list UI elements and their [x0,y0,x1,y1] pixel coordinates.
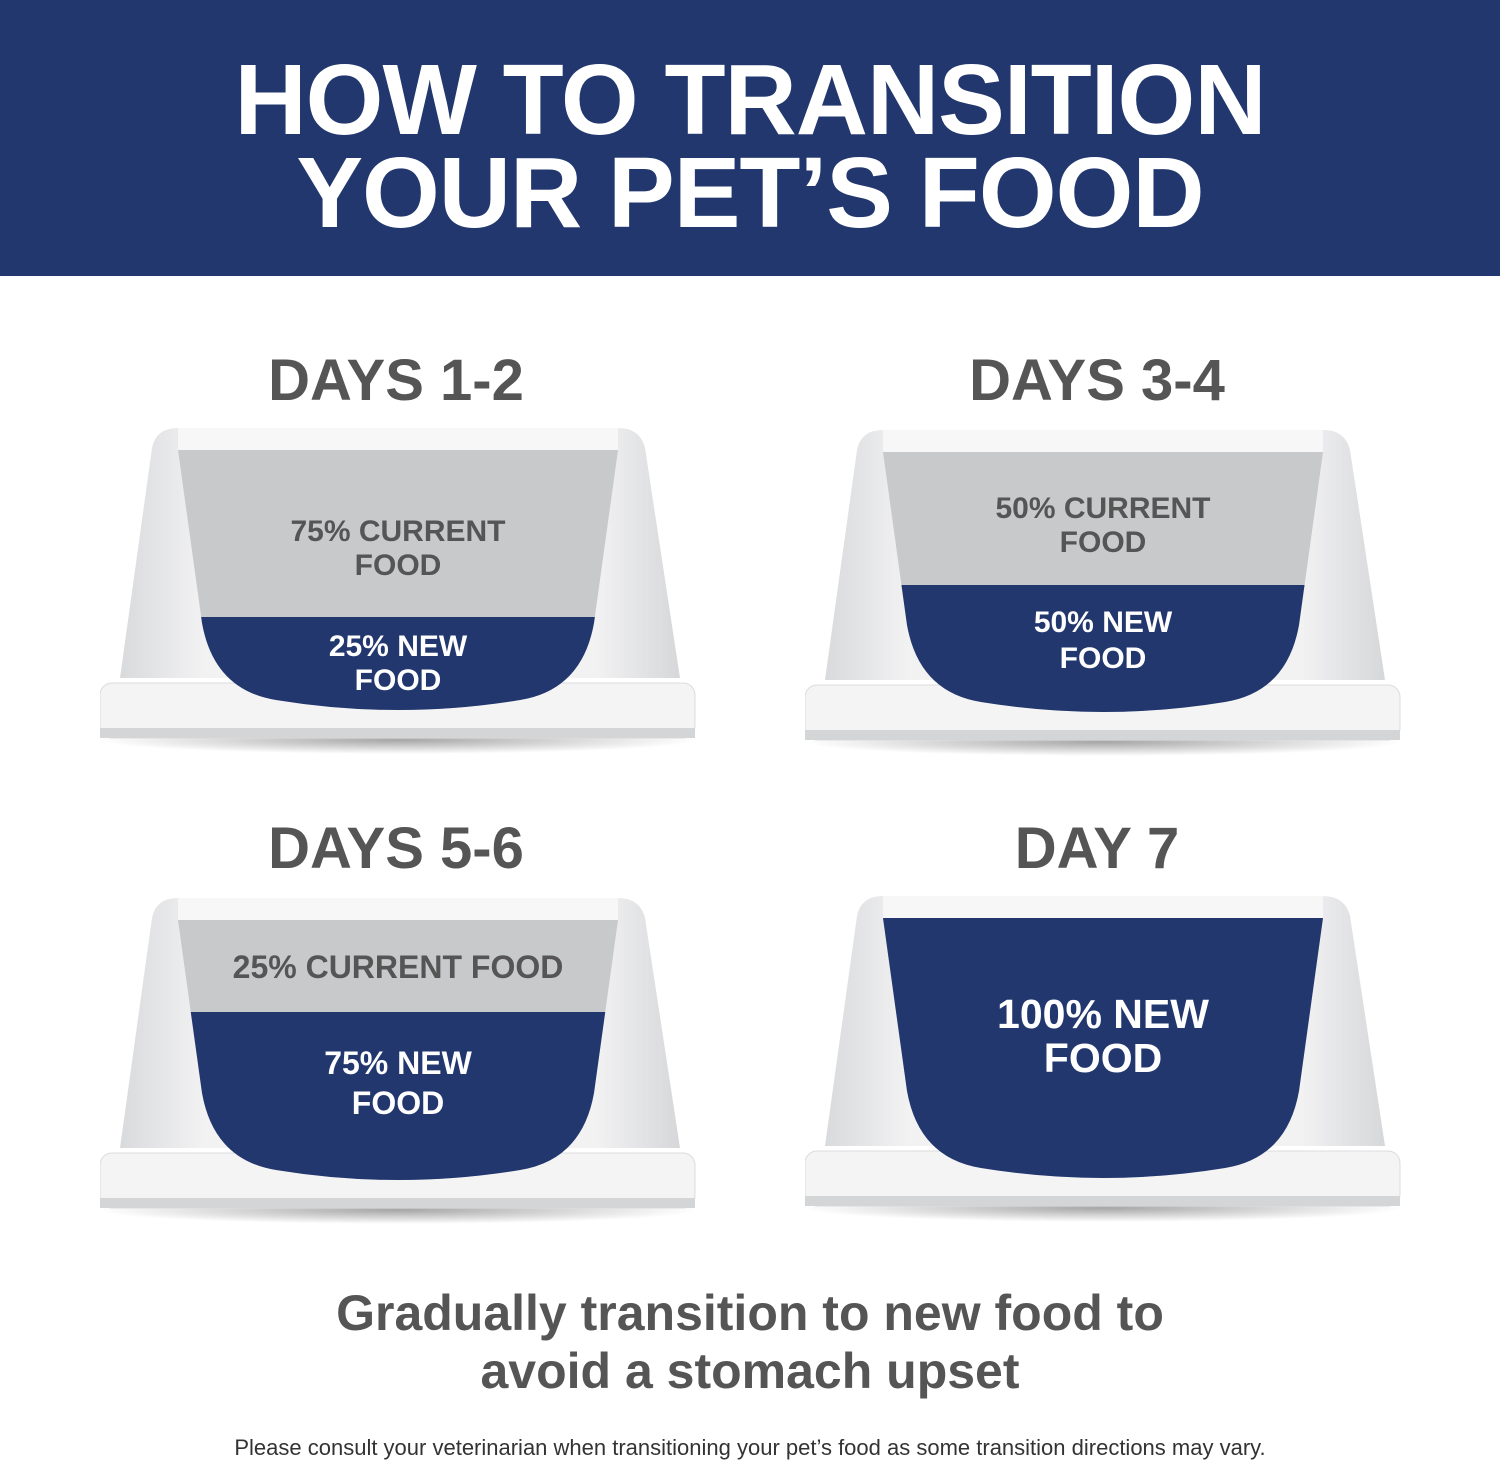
stage-2-bowl: 50% CURRENT FOOD 50% NEW FOOD [805,430,1405,760]
new-food-label: 25% NEW [329,630,468,663]
bowl-rim [883,430,1323,452]
new-food-label: FOOD [352,1085,444,1121]
current-food-label: FOOD [355,549,442,582]
new-food-label: 50% NEW [1034,606,1173,639]
stage-3-bowl: 25% CURRENT FOOD 75% NEW FOOD [100,898,700,1228]
veterinarian-note: Please consult your veterinarian when tr… [234,1435,1266,1460]
current-food-label: 50% CURRENT [995,492,1210,525]
stage-2-heading: DAYS 3-4 [969,348,1225,413]
title-line-1: HOW TO TRANSITION [234,44,1266,156]
bowl-graphic: 25% CURRENT FOOD 75% NEW FOOD [100,898,698,1224]
bowl-rim [178,428,618,450]
stage-3-heading: DAYS 5-6 [268,816,524,881]
title-line-2: YOUR PET’S FOOD [296,137,1204,249]
current-food-label: FOOD [1060,526,1147,559]
tagline-line-1: Gradually transition to new food to [336,1285,1164,1341]
stage-4-bowl: 100% NEW FOOD [805,896,1405,1226]
stage-4-heading: DAY 7 [1014,816,1180,881]
new-food-label: FOOD [355,664,442,697]
new-food-fill [883,918,1323,1178]
header-banner: HOW TO TRANSITION YOUR PET’S FOOD [0,0,1500,276]
new-food-label: FOOD [1044,1035,1162,1081]
current-food-label: 75% CURRENT [290,515,505,548]
bowl-rim [883,896,1323,918]
current-food-label: 25% CURRENT FOOD [233,949,564,985]
new-food-fill [178,1012,618,1180]
bowl-rim [178,898,618,920]
new-food-label: 75% NEW [324,1045,472,1081]
tagline-line-2: avoid a stomach upset [480,1343,1020,1399]
new-food-label: FOOD [1060,642,1147,675]
new-food-label: 100% NEW [997,991,1209,1037]
stage-1-heading: DAYS 1-2 [268,348,524,413]
new-food-fill [883,585,1323,712]
stage-1-bowl: 75% CURRENT FOOD 25% NEW FOOD [100,428,700,758]
